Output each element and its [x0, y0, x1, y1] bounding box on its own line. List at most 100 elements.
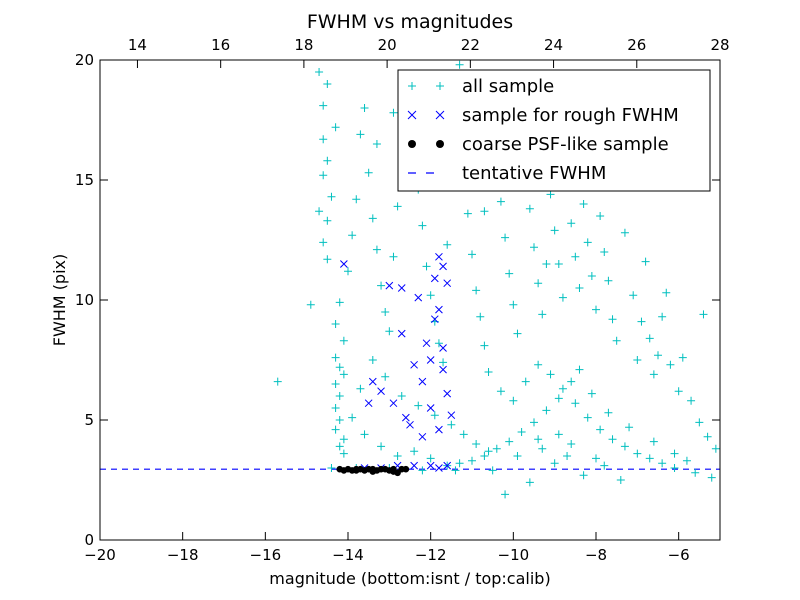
all-sample-point: [604, 408, 613, 417]
all-sample-point: [525, 478, 534, 487]
rough-sample-point: [430, 274, 439, 283]
rough-sample-point: [410, 360, 418, 369]
chart-title: FWHM vs magnitudes: [307, 11, 513, 33]
all-sample-point: [558, 384, 567, 393]
all-sample-point: [319, 135, 328, 144]
all-sample-point: [687, 396, 696, 405]
all-sample-point: [443, 240, 452, 249]
all-sample-point: [587, 389, 596, 398]
all-sample-point: [463, 209, 472, 218]
legend-marker-rough-sample: [407, 110, 417, 120]
all-sample-point: [629, 291, 638, 300]
all-sample-point: [666, 360, 675, 369]
all-sample-point: [501, 490, 510, 499]
all-sample-point: [410, 447, 419, 456]
all-sample-point: [699, 310, 708, 319]
x-tick-label: −10: [498, 546, 530, 564]
all-sample-point: [414, 401, 423, 410]
all-sample-point: [542, 260, 551, 268]
all-sample-point: [335, 416, 344, 424]
all-sample-point: [633, 356, 642, 364]
all-sample-point: [327, 464, 336, 472]
y-tick-label: 15: [75, 171, 94, 189]
all-sample-point: [542, 406, 551, 415]
top-x-tick-label: 16: [211, 36, 230, 54]
rough-sample-point: [435, 425, 443, 434]
all-sample-point: [517, 428, 526, 436]
top-x-tick-label: 14: [128, 36, 147, 54]
all-sample-point: [455, 459, 464, 468]
all-sample-point: [339, 449, 348, 458]
all-sample-point: [389, 108, 398, 117]
all-sample-point: [575, 284, 584, 292]
all-sample-point: [488, 466, 497, 475]
top-x-tick-label: 20: [378, 36, 397, 54]
all-sample-point: [703, 432, 712, 441]
all-sample-point: [501, 233, 510, 242]
all-sample-point: [356, 384, 365, 393]
legend-label: coarse PSF-like sample: [462, 134, 669, 155]
rough-sample-point: [389, 399, 398, 408]
all-sample-point: [484, 368, 493, 376]
all-sample-point: [418, 466, 427, 475]
all-sample-point: [571, 399, 580, 408]
axes: −20 −18 −16 −14 −12 −10 −8 −6 14 16 18 20 22 24 26 28 0 5…: [75, 36, 730, 564]
legend: all sample sample for rough FWHM coarse PS…: [397, 69, 711, 192]
rough-sample-point: [426, 461, 435, 470]
all-sample-point: [587, 272, 596, 280]
all-sample-point: [480, 207, 489, 216]
all-sample-point: [525, 204, 534, 213]
all-sample-point: [434, 339, 443, 348]
all-sample-point: [389, 252, 398, 261]
all-sample-point: [472, 286, 481, 295]
all-sample-point: [422, 262, 431, 271]
all-sample-point: [530, 243, 538, 252]
all-sample-point: [674, 387, 683, 396]
all-sample-point: [513, 452, 522, 460]
all-sample-point: [393, 452, 402, 460]
all-sample-point: [377, 281, 386, 290]
rough-sample-point: [422, 339, 431, 348]
all-sample-point: [567, 377, 576, 386]
all-sample-point: [654, 351, 662, 360]
all-sample-point: [323, 255, 332, 264]
all-sample-point: [620, 442, 629, 451]
all-sample-point: [418, 221, 427, 230]
all-sample-point: [468, 250, 476, 259]
all-sample-point: [339, 336, 348, 345]
all-sample-point: [455, 60, 464, 69]
all-sample-point: [496, 387, 505, 396]
rough-sample-point: [418, 432, 427, 441]
legend-box: [397, 69, 711, 192]
all-sample-point: [505, 437, 514, 446]
all-sample-point: [550, 226, 559, 235]
all-sample-point: [600, 461, 609, 470]
psf-sample-point: [369, 468, 377, 475]
all-sample-point: [368, 214, 377, 223]
all-sample-point: [323, 156, 332, 165]
all-sample-point: [364, 168, 373, 177]
all-sample-point: [546, 190, 555, 199]
all-sample-point: [567, 219, 576, 228]
rough-sample-point: [430, 315, 439, 324]
rough-sample-point: [435, 252, 443, 261]
all-sample-point: [331, 380, 340, 388]
all-sample-point: [447, 420, 456, 429]
all-sample-point: [352, 195, 361, 204]
all-sample-point: [335, 363, 344, 372]
all-sample-point: [538, 444, 547, 453]
all-sample-point: [335, 392, 344, 400]
legend-label: sample for rough FWHM: [462, 105, 679, 126]
all-sample-point: [496, 197, 505, 206]
legend-marker-all-sample: [408, 82, 416, 90]
all-sample-point: [426, 454, 435, 463]
all-sample-point: [331, 425, 340, 434]
all-sample-point: [592, 305, 600, 314]
all-sample-point: [641, 257, 650, 266]
x-tick-label: −16: [250, 546, 282, 564]
all-sample-point: [426, 291, 435, 300]
rough-sample-point: [397, 329, 406, 338]
all-sample-point: [335, 442, 344, 451]
y-tick-label: 0: [84, 531, 94, 549]
all-sample-point: [439, 358, 448, 367]
